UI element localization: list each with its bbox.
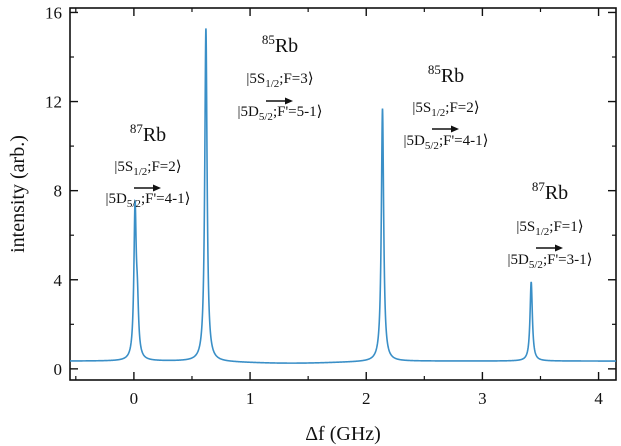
- x-axis-title: Δf (GHz): [305, 423, 381, 445]
- state-subscript: 5/2: [529, 259, 543, 271]
- state-subscript: 1/2: [133, 166, 147, 178]
- x-tick-label: 4: [594, 389, 603, 408]
- isotope-label: 85Rb: [428, 62, 464, 87]
- isotope-label: 87Rb: [532, 179, 568, 204]
- plot-frame: [69, 7, 617, 381]
- state-term: |5S: [516, 219, 535, 235]
- lower-state-label: |5S1/2;F=2⟩: [114, 159, 181, 178]
- isotope-symbol: Rb: [441, 65, 464, 87]
- y-tick-label: 8: [54, 182, 63, 201]
- state-quantum-numbers: ;F=2⟩: [147, 159, 181, 175]
- y-tick-label: 4: [54, 271, 63, 290]
- state-term: |5S: [412, 100, 431, 116]
- upper-state-label: |5D5/2;F'=3-1⟩: [508, 252, 593, 271]
- isotope-mass: 85: [428, 62, 441, 77]
- upper-state-label: |5D5/2;F'=5-1⟩: [238, 104, 323, 123]
- state-quantum-numbers: ;F'=4-1⟩: [141, 191, 191, 207]
- state-quantum-numbers: ;F=3⟩: [279, 71, 313, 87]
- isotope-symbol: Rb: [545, 182, 568, 204]
- state-subscript: 1/2: [535, 226, 549, 238]
- state-quantum-numbers: ;F'=3-1⟩: [543, 252, 593, 268]
- transition-arrow-head: [285, 97, 293, 105]
- peak-annotations: 87Rb|5S1/2;F=2⟩|5D5/2;F'=4-1⟩85Rb|5S1/2;…: [106, 32, 593, 271]
- x-tick-label: 3: [478, 389, 487, 408]
- transition-arrow-head: [555, 244, 563, 252]
- state-subscript: 5/2: [127, 198, 141, 210]
- x-tick-label: 1: [246, 389, 255, 408]
- y-tick-label: 16: [45, 3, 62, 22]
- state-subscript: 5/2: [259, 111, 273, 123]
- spectrum-line: [70, 28, 616, 364]
- state-quantum-numbers: ;F'=4-1⟩: [439, 133, 489, 149]
- state-term: |5D: [106, 191, 128, 207]
- isotope-mass: 87: [532, 179, 546, 194]
- state-term: |5S: [114, 159, 133, 175]
- state-term: |5D: [508, 252, 530, 268]
- isotope-label: 87Rb: [130, 121, 166, 146]
- y-axis-title: intensity (arb.): [7, 135, 29, 253]
- y-tick-label: 12: [45, 93, 62, 112]
- state-subscript: 5/2: [425, 140, 439, 152]
- lower-state-label: |5S1/2;F=2⟩: [412, 100, 479, 119]
- spectrum-series: [70, 28, 616, 364]
- plot-border: [69, 7, 617, 381]
- state-quantum-numbers: ;F=1⟩: [549, 219, 583, 235]
- transition-arrow-head: [153, 184, 161, 192]
- isotope-symbol: Rb: [275, 35, 298, 57]
- state-term: |5S: [246, 71, 265, 87]
- lower-state-label: |5S1/2;F=1⟩: [516, 219, 583, 238]
- transition-arrow-head: [451, 125, 459, 133]
- x-tick-label: 2: [362, 389, 371, 408]
- state-quantum-numbers: ;F'=5-1⟩: [273, 104, 323, 120]
- lower-state-label: |5S1/2;F=3⟩: [246, 71, 313, 90]
- state-quantum-numbers: ;F=2⟩: [445, 100, 479, 116]
- isotope-symbol: Rb: [143, 124, 166, 146]
- upper-state-label: |5D5/2;F'=4-1⟩: [106, 191, 191, 210]
- isotope-mass: 85: [262, 32, 275, 47]
- isotope-label: 85Rb: [262, 32, 298, 57]
- state-term: |5D: [404, 133, 426, 149]
- y-tick-label: 0: [54, 360, 63, 379]
- state-subscript: 1/2: [431, 107, 445, 119]
- isotope-mass: 87: [130, 121, 144, 136]
- x-tick-label: 0: [130, 389, 139, 408]
- state-term: |5D: [238, 104, 260, 120]
- state-subscript: 1/2: [265, 78, 279, 90]
- upper-state-label: |5D5/2;F'=4-1⟩: [404, 133, 489, 152]
